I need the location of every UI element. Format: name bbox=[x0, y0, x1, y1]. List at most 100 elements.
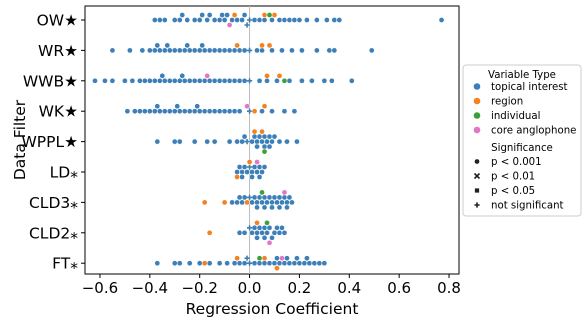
data-point bbox=[254, 219, 260, 226]
data-point bbox=[284, 138, 290, 145]
data-point bbox=[179, 12, 186, 18]
data-point bbox=[246, 260, 253, 266]
data-point bbox=[181, 77, 188, 84]
data-point bbox=[211, 47, 218, 54]
data-point bbox=[256, 17, 263, 23]
legend-variable-types: topical interest region individual core ang… bbox=[473, 82, 576, 137]
data-point bbox=[184, 17, 191, 23]
data-point bbox=[92, 77, 98, 84]
data-point bbox=[201, 108, 208, 115]
data-point bbox=[328, 77, 335, 84]
data-point bbox=[249, 174, 255, 180]
data-point bbox=[146, 77, 153, 84]
data-point bbox=[196, 77, 203, 84]
data-point bbox=[264, 229, 270, 236]
data-point bbox=[199, 12, 206, 18]
data-point bbox=[291, 260, 298, 267]
data-point bbox=[266, 133, 273, 140]
data-point bbox=[279, 199, 285, 206]
data-point bbox=[201, 260, 208, 267]
data-point bbox=[204, 72, 211, 79]
data-point bbox=[216, 47, 223, 54]
data-point bbox=[269, 199, 275, 206]
data-point bbox=[166, 77, 173, 84]
data-point bbox=[281, 108, 288, 115]
data-point bbox=[291, 17, 298, 23]
legend-significance: p < 0.001 p < 0.01 p < 0.05 not significant bbox=[473, 157, 564, 212]
data-point bbox=[261, 143, 268, 150]
data-point bbox=[251, 17, 258, 23]
data-point bbox=[246, 194, 253, 200]
data-point bbox=[181, 47, 188, 54]
data-point bbox=[259, 189, 265, 196]
data-point bbox=[284, 204, 290, 211]
data-point bbox=[236, 108, 243, 115]
data-point bbox=[281, 260, 288, 267]
data-point bbox=[239, 17, 245, 23]
data-point bbox=[156, 17, 163, 23]
data-point bbox=[191, 108, 198, 115]
data-point bbox=[216, 260, 223, 267]
legend-marker bbox=[474, 202, 480, 208]
data-point bbox=[259, 229, 265, 236]
y-tick-label: CLD3⁎ bbox=[29, 194, 78, 212]
data-point bbox=[186, 77, 193, 84]
x-tick-label: 0.2 bbox=[287, 279, 311, 297]
data-point bbox=[221, 47, 228, 54]
data-point bbox=[321, 77, 328, 84]
data-point bbox=[259, 138, 265, 145]
legend-label: topical interest bbox=[491, 82, 568, 93]
data-point bbox=[281, 189, 288, 196]
data-point bbox=[266, 239, 273, 246]
x-tick-label: −0.4 bbox=[132, 279, 168, 297]
data-point bbox=[132, 108, 138, 115]
data-point bbox=[201, 77, 208, 84]
data-point bbox=[216, 77, 223, 84]
data-point bbox=[289, 47, 295, 54]
data-point bbox=[231, 47, 238, 54]
plot-frame bbox=[84, 5, 460, 275]
data-point bbox=[151, 17, 158, 23]
data-point bbox=[316, 260, 323, 267]
legend-swatch bbox=[473, 112, 481, 119]
data-point bbox=[176, 17, 183, 23]
data-point bbox=[221, 108, 228, 115]
data-point bbox=[256, 164, 263, 170]
data-point bbox=[256, 260, 263, 267]
data-point bbox=[269, 108, 275, 115]
data-point bbox=[124, 108, 131, 115]
data-point bbox=[154, 138, 161, 145]
data-point bbox=[171, 138, 178, 145]
data-point bbox=[274, 224, 280, 231]
data-point bbox=[259, 42, 265, 49]
y-ticks: OW★ WR★ WWB★ WK★ WPPL★ LD⁎ CLD3⁎ CLD2⁎ FT⁎ bbox=[21, 12, 85, 273]
data-point bbox=[264, 72, 270, 79]
data-point bbox=[239, 138, 245, 145]
legend-significance-title: Significance bbox=[491, 143, 553, 154]
data-point bbox=[221, 199, 228, 206]
legend-label: not significant bbox=[491, 201, 564, 212]
data-point bbox=[241, 194, 248, 201]
data-point bbox=[251, 164, 258, 170]
data-point bbox=[164, 42, 171, 49]
data-point bbox=[127, 47, 133, 54]
data-point bbox=[281, 229, 288, 236]
data-point bbox=[276, 194, 283, 201]
data-point bbox=[306, 260, 313, 267]
data-point bbox=[254, 159, 260, 165]
data-point bbox=[314, 17, 320, 23]
data-point bbox=[201, 199, 208, 206]
data-point bbox=[151, 77, 158, 84]
data-point bbox=[259, 169, 265, 175]
data-point bbox=[254, 143, 260, 150]
data-point bbox=[291, 108, 298, 115]
data-point bbox=[261, 103, 268, 110]
data-point bbox=[284, 255, 290, 262]
data-point bbox=[438, 17, 445, 23]
data-point bbox=[269, 47, 275, 54]
legend-variable-type-title: Variable Type bbox=[488, 70, 556, 81]
data-point bbox=[186, 260, 193, 267]
data-point bbox=[251, 194, 258, 201]
data-point bbox=[206, 47, 213, 54]
data-point bbox=[171, 47, 178, 54]
